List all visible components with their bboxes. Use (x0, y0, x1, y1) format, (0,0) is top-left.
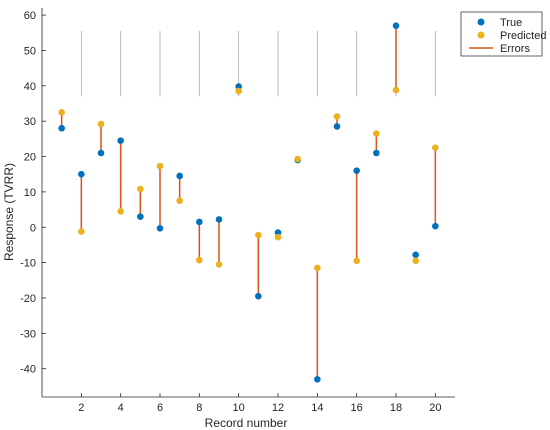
vertical-reference-lines (80, 30, 436, 97)
true-point (156, 225, 164, 232)
true-point (392, 22, 400, 29)
predicted-point (432, 144, 439, 151)
predicted-point (255, 231, 262, 239)
predicted-point (97, 120, 105, 128)
x-axis-label: Record number (205, 416, 288, 430)
y-tick-label: -30 (20, 328, 36, 340)
true-point (255, 292, 262, 300)
predicted-point (353, 257, 360, 265)
predicted-point (78, 228, 85, 235)
true-point (97, 149, 105, 157)
predicted-points (58, 86, 439, 272)
x-tick-label: 20 (429, 402, 441, 414)
true-point (215, 216, 223, 223)
true-points (58, 22, 439, 383)
legend-true-label: True (500, 17, 522, 29)
true-point (235, 83, 242, 90)
y-tick-label: -10 (20, 258, 36, 270)
y-tick-label: 60 (24, 10, 36, 22)
true-point (373, 149, 380, 157)
y-tick-label: 50 (24, 45, 36, 57)
y-tick-label: 30 (24, 116, 36, 128)
y-tick-label: -20 (20, 293, 36, 305)
predicted-point (412, 257, 419, 265)
y-tick-label: 10 (24, 187, 36, 199)
predicted-point (196, 256, 203, 264)
true-point (58, 124, 65, 132)
x-tick-label: 12 (272, 402, 284, 414)
predicted-point (392, 86, 400, 94)
predicted-point (176, 197, 183, 205)
true-point (78, 170, 85, 178)
true-point (314, 376, 321, 383)
true-point (176, 172, 183, 180)
x-tick-label: 14 (311, 402, 323, 414)
predicted-point (274, 233, 282, 241)
x-tick-label: 4 (118, 402, 124, 414)
true-point (137, 213, 144, 220)
predicted-point (58, 109, 65, 116)
x-tick-label: 16 (351, 402, 363, 414)
true-point (196, 218, 203, 226)
predicted-point (215, 261, 223, 268)
predicted-point (156, 162, 164, 170)
y-tick-label: 0 (30, 222, 36, 234)
predicted-point (117, 208, 124, 215)
x-tick-label: 8 (196, 402, 202, 414)
y-tick-label: 40 (24, 81, 36, 93)
true-point (274, 229, 282, 236)
predicted-point (333, 113, 341, 120)
true-point (333, 123, 341, 130)
predicted-point (294, 155, 301, 163)
predicted-point (373, 130, 380, 137)
legend-predicted-label: Predicted (500, 30, 546, 42)
x-ticks: 2 4 6 8 10 12 14 16 18 20 (78, 393, 441, 414)
x-tick-label: 18 (390, 402, 402, 414)
true-point (432, 222, 439, 230)
y-tick-label: 20 (24, 152, 36, 164)
legend: True Predicted Errors (460, 11, 546, 57)
true-point (353, 167, 360, 174)
true-point (412, 251, 419, 259)
axes (41, 8, 455, 398)
x-tick-label: 6 (157, 402, 163, 414)
y-axis-label: Response (TVRR) (2, 163, 16, 261)
legend-errors-label: Errors (500, 43, 530, 55)
predicted-point (235, 87, 242, 95)
x-tick-label: 2 (78, 402, 84, 414)
y-ticks: -40 -30 -20 -10 0 10 20 30 40 50 60 (20, 10, 46, 376)
predicted-point (314, 264, 321, 272)
true-point (117, 137, 124, 144)
predicted-point (137, 185, 144, 193)
x-tick-label: 10 (233, 402, 245, 414)
error-lines (60, 25, 437, 380)
legend-true-marker (477, 18, 485, 26)
legend-predicted-marker (477, 31, 485, 39)
y-tick-label: -40 (20, 364, 36, 376)
